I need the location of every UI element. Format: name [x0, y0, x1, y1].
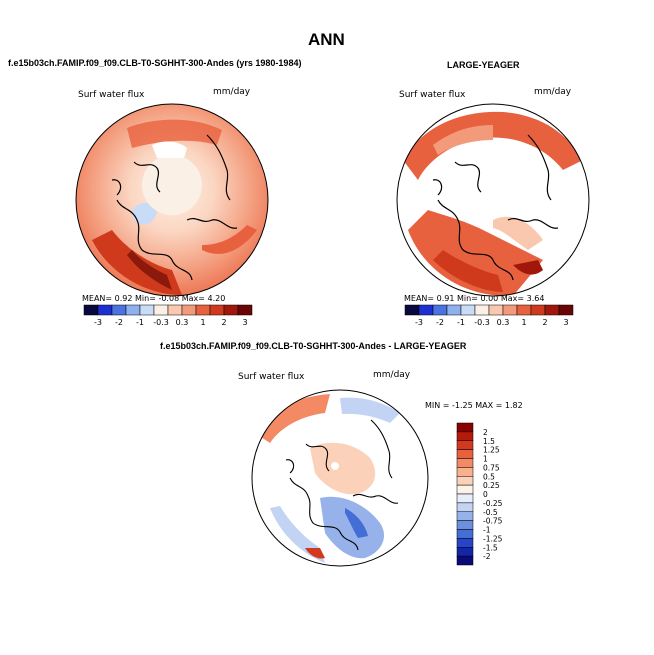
right-colorbar-swatch [558, 304, 574, 316]
right-colorbar-tick-label: -2 [436, 318, 444, 327]
right-colorbar: -3 -2 -1 -0.3 0.3 1 2 3 [404, 304, 574, 327]
diff-colorbar-swatch [456, 555, 474, 566]
diff-colorbar-tick-label: -0.25 [483, 499, 503, 508]
left-colorbar-tick-label: 0.3 [176, 318, 189, 327]
panel-left-title: f.e15b03ch.FAMIP.f09_f09.CLB-T0-SGHHT-30… [8, 58, 302, 68]
left-colorbar-swatch [167, 304, 183, 316]
right-colorbar-tick-label: 0.3 [497, 318, 510, 327]
right-colorbar-tick-label: -3 [415, 318, 423, 327]
left-map [75, 103, 269, 297]
right-colorbar-tick-label: -0.3 [474, 318, 490, 327]
right-colorbar-swatch [474, 304, 490, 316]
left-colorbar-tick-label: -2 [115, 318, 123, 327]
right-colorbar-swatch [516, 304, 532, 316]
right-colorbar-tick-label: 1 [521, 318, 526, 327]
diff-colorbar-tick-label: 1 [483, 455, 488, 464]
diff-colorbar-tick-label: 1.25 [483, 446, 500, 455]
panel-diff-title: f.e15b03ch.FAMIP.f09_f09.CLB-T0-SGHHT-30… [160, 341, 467, 351]
left-variable-label: Surf water flux [78, 90, 145, 100]
diff-colorbar-swatch [456, 476, 474, 486]
left-colorbar-swatch [209, 304, 225, 316]
right-variable-label: Surf water flux [399, 90, 466, 100]
right-stats: MEAN= 0.91 Min= 0.00 Max= 3.64 [404, 294, 545, 303]
diff-stats: MIN = -1.25 MAX = 1.82 [425, 401, 523, 410]
diff-variable-label: Surf water flux [238, 372, 305, 382]
diff-colorbar-swatch [456, 511, 474, 521]
diff-colorbar-tick-label: 0.25 [483, 481, 500, 490]
right-colorbar-swatch [460, 304, 476, 316]
diff-colorbar-tick-label: -2 [483, 552, 491, 561]
diff-colorbar-swatch [456, 431, 474, 441]
diff-colorbar-swatch [456, 458, 474, 468]
right-colorbar-swatch [502, 304, 518, 316]
left-colorbar-swatch [97, 304, 113, 316]
right-colorbar-tick-label: -1 [457, 318, 465, 327]
diff-colorbar-swatch [456, 493, 474, 504]
left-colorbar-tick-label: 2 [221, 318, 226, 327]
right-map [396, 103, 590, 297]
right-colorbar-swatch [530, 304, 546, 316]
left-colorbar-tick-label: -1 [136, 318, 144, 327]
left-colorbar-swatch [111, 304, 127, 316]
diff-colorbar-tick-label: 0.5 [483, 472, 495, 481]
diff-colorbar-swatch [456, 449, 474, 459]
right-colorbar-swatch [404, 304, 420, 316]
left-colorbar-swatch [181, 304, 197, 316]
left-colorbar-swatch [139, 304, 155, 316]
left-colorbar-swatch [125, 304, 141, 316]
right-colorbar-swatch [488, 304, 504, 316]
left-colorbar-tick-label: -0.3 [153, 318, 169, 327]
diff-colorbar-swatch [456, 502, 474, 512]
diff-map [251, 389, 429, 567]
diff-colorbar-tick-label: 2 [483, 428, 488, 437]
diff-colorbar-tick-label: 0 [483, 490, 488, 499]
left-colorbar: -3 -2 -1 -0.3 0.3 1 2 3 [83, 304, 253, 327]
left-colorbar-swatch [195, 304, 211, 316]
diff-colorbar-swatch [456, 422, 474, 433]
right-colorbar-swatch [418, 304, 434, 316]
right-colorbar-tick-label: 3 [563, 318, 568, 327]
left-colorbar-tick-label: -3 [94, 318, 102, 327]
diff-colorbar-tick-label: -0.5 [483, 508, 498, 517]
diff-colorbar-swatch [456, 484, 474, 495]
right-units-label: mm/day [534, 87, 572, 97]
panel-right-title: LARGE-YEAGER [447, 60, 520, 70]
diff-colorbar-swatch [456, 520, 474, 530]
diff-colorbar: 21.51.2510.750.50.250-0.25-0.5-0.75-1-1.… [456, 422, 503, 566]
diff-colorbar-tick-label: -1.5 [483, 543, 498, 552]
diff-colorbar-tick-label: 1.5 [483, 437, 495, 446]
diff-colorbar-tick-label: -0.75 [483, 517, 503, 526]
right-colorbar-swatch [446, 304, 462, 316]
diff-units-label: mm/day [373, 370, 411, 380]
left-colorbar-swatch [153, 304, 169, 316]
left-colorbar-swatch [83, 304, 99, 316]
right-colorbar-tick-label: 2 [542, 318, 547, 327]
diff-colorbar-swatch [456, 538, 474, 548]
left-units-label: mm/day [213, 87, 251, 97]
right-colorbar-swatch [544, 304, 560, 316]
left-colorbar-tick-label: 1 [200, 318, 205, 327]
left-colorbar-swatch [237, 304, 253, 316]
left-stats: MEAN= 0.92 Min= -0.08 Max= 4.20 [82, 294, 226, 303]
diff-colorbar-swatch [456, 467, 474, 477]
diff-colorbar-swatch [456, 440, 474, 450]
right-colorbar-swatch [432, 304, 448, 316]
left-colorbar-tick-label: 3 [242, 318, 247, 327]
diff-colorbar-tick-label: -1.25 [483, 534, 503, 543]
diff-colorbar-swatch [456, 529, 474, 539]
diff-colorbar-tick-label: 0.75 [483, 463, 500, 472]
left-colorbar-swatch [223, 304, 239, 316]
diff-colorbar-tick-label: -1 [483, 526, 491, 535]
page-title: ANN [308, 30, 345, 49]
diff-colorbar-swatch [456, 547, 474, 557]
